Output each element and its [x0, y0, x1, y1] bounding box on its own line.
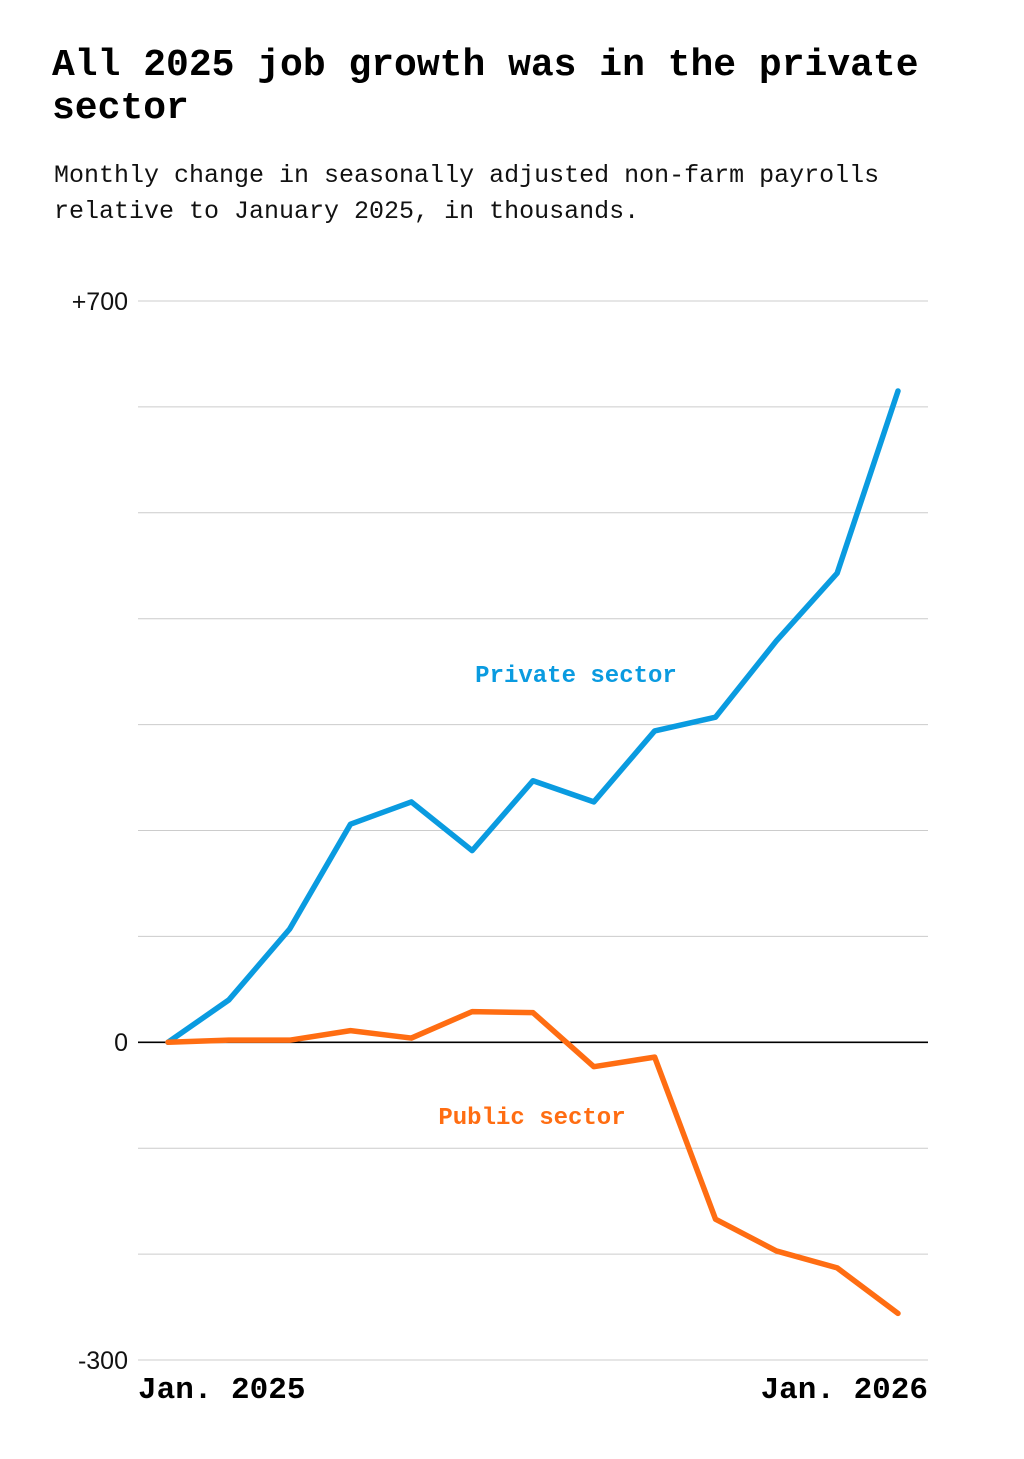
x-tick-label-start: Jan. 2025: [138, 1373, 305, 1408]
series-line-public: [165, 1008, 901, 1317]
series-label-public: Public sector: [438, 1105, 625, 1132]
y-tick-label-bottom: -300: [78, 1347, 128, 1375]
chart-subtitle: Monthly change in seasonally adjusted no…: [54, 161, 880, 226]
series-lines: [165, 388, 901, 1317]
y-tick-label-zero: 0: [114, 1029, 128, 1057]
x-tick-label-end: Jan. 2026: [761, 1373, 928, 1408]
series-line-private: [165, 388, 901, 1046]
chart-title: All 2025 job growth was in the private s…: [52, 44, 919, 130]
series-label-private: Private sector: [475, 663, 677, 690]
gridlines: [138, 300, 928, 1361]
y-tick-label-top: +700: [72, 288, 128, 316]
